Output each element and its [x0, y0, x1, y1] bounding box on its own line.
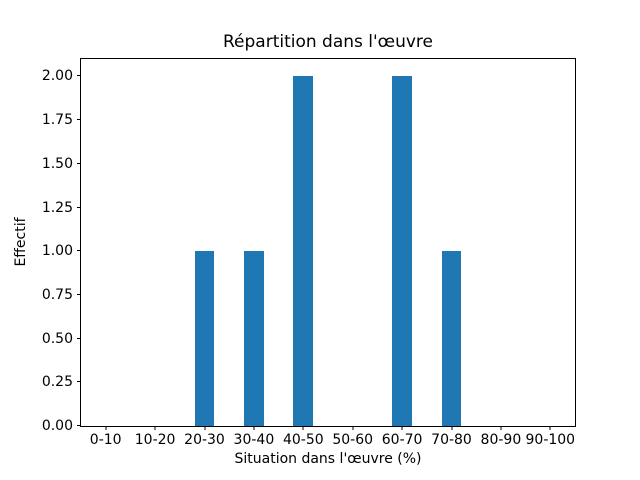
y-tick-mark-1.50 — [77, 162, 81, 164]
bar-slot-60-70 — [377, 59, 426, 426]
bar-slot-0-10 — [81, 59, 130, 426]
bar-slot-50-60 — [328, 59, 377, 426]
plot-area: 0.00 0.25 0.50 0.75 1.00 1.25 1.50 1.75 2.00 0-1… — [42, 58, 576, 447]
y-tick-label-1.25: 1.25 — [41, 199, 73, 216]
y-tick-label-0.00: 0.00 — [41, 418, 73, 434]
y-axis-label: Effectif — [13, 217, 29, 267]
chart-title: Répartition dans l'œuvre — [222, 32, 433, 52]
y-tick-label-2.00: 2.00 — [41, 68, 73, 85]
x-tick-label-20-30: 20-30 — [184, 432, 225, 448]
bar-slot-90-100 — [526, 59, 575, 426]
y-tick-mark-1.75 — [77, 119, 81, 121]
y-tick-label-1.00: 1.00 — [41, 243, 73, 260]
x-tick-mark-30-40 — [253, 426, 255, 430]
x-tick-mark-90-100 — [549, 426, 551, 430]
x-tick-label-60-70: 60-70 — [381, 432, 423, 448]
y-tick-mark-0.00 — [77, 425, 81, 426]
bar-slot-20-30 — [180, 59, 229, 426]
bar-slot-80-90 — [476, 59, 525, 426]
bar-70-80 — [441, 251, 462, 426]
bars-container — [81, 59, 575, 426]
x-tick-mark-20-30 — [204, 426, 205, 430]
x-tick-label-30-40: 30-40 — [233, 432, 275, 448]
x-tick-label-80-90: 80-90 — [480, 432, 522, 448]
bar-30-40 — [244, 251, 264, 426]
y-tick-label-1.50: 1.50 — [41, 155, 73, 172]
y-tick-label-0.50: 0.50 — [41, 330, 73, 347]
y-tick-label-0.25: 0.25 — [41, 374, 73, 391]
bar-slot-10-20 — [130, 59, 179, 426]
x-axis-label: Situation dans l'œuvre (%) — [234, 451, 422, 467]
y-tick-mark-1.00 — [77, 250, 81, 252]
x-tick-mark-50-60 — [352, 426, 354, 430]
x-tick-mark-60-70 — [401, 426, 403, 430]
bar-slot-70-80 — [427, 59, 476, 426]
x-tick-mark-80-90 — [500, 426, 502, 430]
x-tick-label-10-20: 10-20 — [134, 432, 176, 448]
bar-40-50 — [293, 76, 314, 426]
bar-20-30 — [194, 251, 215, 426]
x-tick-mark-70-80 — [451, 426, 452, 430]
x-tick-label-40-50: 40-50 — [282, 432, 324, 448]
y-tick-mark-2.00 — [77, 75, 81, 77]
y-tick-label-1.75: 1.75 — [41, 112, 73, 129]
y-tick-mark-1.25 — [77, 206, 81, 208]
bar-slot-30-40 — [229, 59, 278, 426]
x-tick-label-70-80: 70-80 — [431, 432, 472, 448]
x-tick-mark-10-20 — [154, 426, 156, 430]
x-tick-label-0-10: 0-10 — [89, 432, 122, 448]
y-tick-mark-0.25 — [77, 381, 81, 383]
y-tick-mark-0.50 — [77, 337, 81, 339]
y-tick-mark-0.75 — [77, 293, 81, 295]
y-tick-label-0.75: 0.75 — [41, 286, 73, 303]
x-tick-mark-40-50 — [302, 426, 304, 430]
x-tick-mark-0-10 — [105, 426, 107, 430]
x-tick-label-90-100: 90-100 — [525, 432, 576, 448]
bar-slot-40-50 — [279, 59, 328, 426]
bar-60-70 — [392, 76, 413, 426]
x-tick-label-50-60: 50-60 — [332, 432, 374, 448]
